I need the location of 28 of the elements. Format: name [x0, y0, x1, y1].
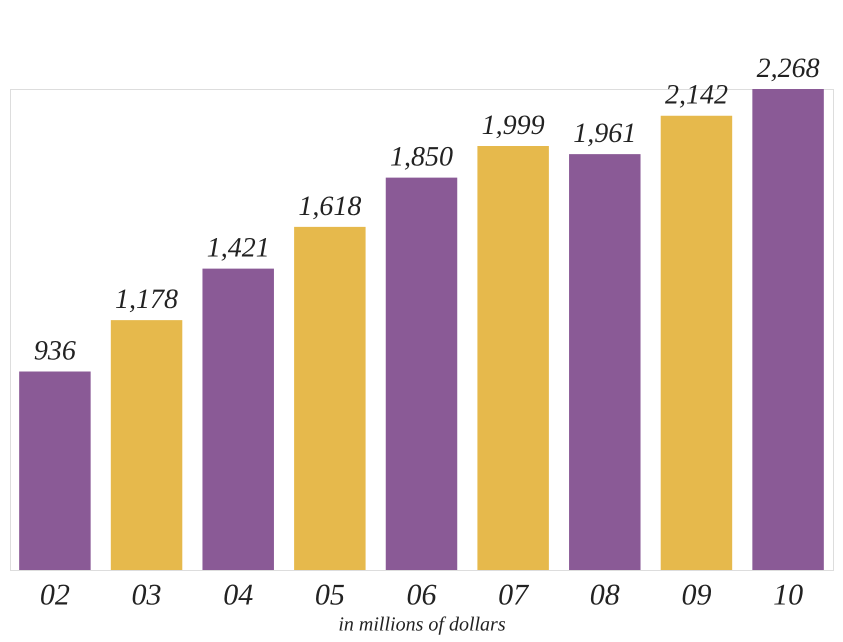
data-label: 1,618: [298, 190, 362, 222]
x-tick-label: 08: [590, 578, 620, 612]
x-tick-label: 02: [40, 578, 70, 612]
bar: [660, 116, 732, 570]
bar: [110, 320, 182, 570]
data-label: 2,268: [756, 53, 820, 84]
bar: [202, 268, 274, 570]
bar: [294, 226, 366, 570]
x-axis-title: in millions of dollars: [338, 614, 506, 636]
data-label: 1,850: [390, 142, 453, 173]
bar: [386, 178, 458, 570]
x-tick-label: 10: [773, 578, 804, 612]
x-tick-label: 03: [132, 578, 162, 612]
data-label: 936: [34, 335, 76, 366]
data-label: 1,999: [482, 110, 545, 142]
bar: [477, 146, 549, 570]
data-label: 1,961: [573, 118, 636, 150]
x-tick-label: 07: [498, 578, 530, 612]
bar: [19, 371, 91, 570]
bar: [569, 154, 641, 570]
x-tick-label: 04: [223, 578, 254, 612]
data-label: 1,178: [115, 284, 178, 316]
bar: [752, 89, 824, 570]
data-label: 1,421: [206, 232, 270, 264]
data-label: 2,142: [664, 80, 728, 111]
x-tick-label: 06: [406, 578, 436, 612]
x-tick-label: 05: [314, 578, 345, 612]
x-tick-label: 09: [681, 578, 712, 612]
